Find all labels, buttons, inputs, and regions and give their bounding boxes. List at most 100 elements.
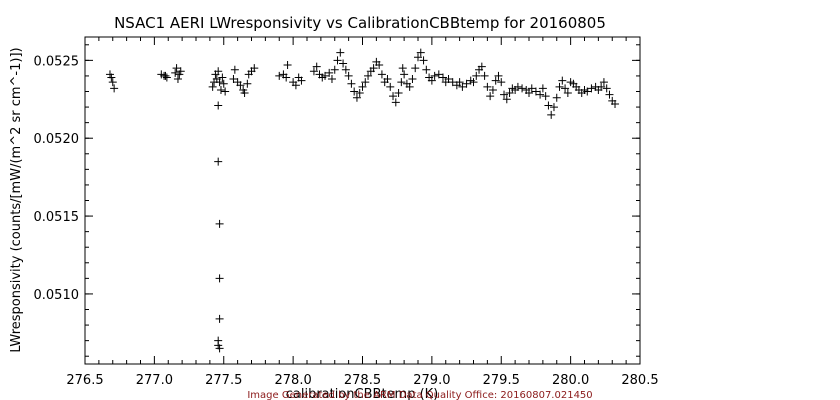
data-point bbox=[172, 64, 181, 73]
data-point bbox=[544, 101, 553, 110]
data-point bbox=[218, 73, 227, 82]
data-point bbox=[497, 78, 506, 87]
data-point bbox=[469, 78, 478, 87]
data-point bbox=[283, 61, 292, 70]
x-tick-label: 279.5 bbox=[483, 373, 520, 388]
data-point bbox=[486, 92, 495, 101]
data-point bbox=[555, 82, 564, 91]
data-point bbox=[405, 82, 414, 91]
data-point bbox=[538, 84, 547, 93]
data-point bbox=[214, 101, 223, 110]
data-point bbox=[414, 53, 422, 62]
data-point bbox=[215, 274, 224, 283]
x-tick-label: 279.0 bbox=[413, 373, 450, 388]
data-point bbox=[364, 71, 373, 80]
data-point bbox=[547, 110, 556, 119]
data-point bbox=[400, 70, 409, 79]
data-point bbox=[375, 61, 384, 70]
data-point bbox=[355, 89, 364, 98]
data-point bbox=[358, 82, 367, 91]
data-point bbox=[347, 79, 356, 88]
data-point bbox=[291, 81, 300, 90]
x-tick-label: 277.5 bbox=[205, 373, 242, 388]
data-point bbox=[377, 70, 386, 79]
data-points bbox=[105, 48, 620, 353]
data-point bbox=[214, 157, 223, 166]
data-point bbox=[333, 56, 342, 65]
credit-text: Image Generated by the ARM Data Quality … bbox=[247, 390, 592, 400]
y-tick-label: 0.0525 bbox=[34, 54, 80, 69]
data-point bbox=[344, 71, 353, 80]
data-point bbox=[605, 90, 614, 99]
data-point bbox=[477, 62, 486, 71]
data-point bbox=[108, 78, 117, 87]
data-point bbox=[215, 219, 224, 228]
data-point bbox=[216, 85, 225, 94]
data-point bbox=[171, 68, 180, 77]
data-point bbox=[391, 98, 400, 107]
data-point bbox=[583, 87, 592, 96]
data-point bbox=[229, 75, 238, 84]
x-tick-label: 277.0 bbox=[136, 373, 173, 388]
data-point bbox=[458, 82, 467, 91]
data-point bbox=[455, 78, 464, 87]
data-point bbox=[243, 79, 252, 88]
data-point bbox=[394, 89, 403, 98]
data-point bbox=[389, 92, 398, 101]
data-point bbox=[480, 71, 489, 80]
x-axis: 276.5 277.0 277.5 278.0 278.5 279.0 279.5 280.0… bbox=[66, 37, 659, 388]
data-point bbox=[483, 82, 492, 91]
data-point bbox=[500, 90, 509, 99]
data-point bbox=[162, 73, 171, 82]
data-point bbox=[411, 64, 420, 73]
data-point bbox=[597, 82, 606, 91]
data-point bbox=[494, 71, 503, 80]
data-point bbox=[563, 89, 572, 98]
data-point bbox=[369, 64, 378, 73]
data-point bbox=[536, 90, 545, 99]
y-tick-label: 0.0520 bbox=[34, 132, 80, 147]
data-point bbox=[173, 75, 182, 84]
data-point bbox=[350, 87, 359, 96]
data-point bbox=[214, 67, 223, 76]
data-point bbox=[408, 75, 417, 84]
data-point bbox=[398, 64, 407, 73]
data-point bbox=[110, 84, 119, 93]
data-point bbox=[397, 78, 406, 87]
data-point bbox=[383, 75, 392, 84]
data-point bbox=[230, 65, 239, 74]
chart-title: NSAC1 AERI LWresponsivity vs Calibration… bbox=[114, 14, 606, 32]
data-point bbox=[282, 73, 291, 82]
data-point bbox=[240, 89, 249, 98]
data-point bbox=[336, 48, 345, 57]
data-point bbox=[472, 71, 481, 80]
data-point bbox=[176, 67, 185, 76]
x-axis-label: calibrationCBBtemp (K) bbox=[286, 387, 439, 400]
data-point bbox=[386, 82, 395, 91]
y-tick-label: 0.0510 bbox=[34, 288, 80, 303]
y-axis: 0.0510 0.0515 0.0520 0.0525 bbox=[34, 44, 640, 357]
data-point bbox=[491, 76, 500, 85]
data-point bbox=[611, 99, 620, 108]
data-point bbox=[502, 95, 511, 104]
data-point bbox=[525, 89, 533, 98]
y-tick-label: 0.0515 bbox=[34, 210, 80, 225]
y-axis-label: LWresponsivity (counts/[mW/(m^2 sr cm^-1… bbox=[9, 47, 24, 352]
data-point bbox=[275, 71, 284, 80]
data-point bbox=[488, 85, 497, 94]
x-tick-label: 278.5 bbox=[344, 373, 381, 388]
data-point bbox=[297, 76, 306, 85]
data-point bbox=[321, 71, 330, 80]
data-point bbox=[312, 62, 321, 71]
data-point bbox=[107, 73, 116, 82]
data-point bbox=[419, 56, 428, 65]
data-point bbox=[219, 79, 228, 88]
x-tick-label: 278.0 bbox=[275, 373, 312, 388]
data-point bbox=[250, 64, 259, 73]
data-point bbox=[587, 84, 596, 93]
data-point bbox=[552, 93, 561, 102]
data-point bbox=[208, 82, 217, 91]
data-point bbox=[422, 65, 431, 74]
data-point bbox=[430, 71, 439, 80]
